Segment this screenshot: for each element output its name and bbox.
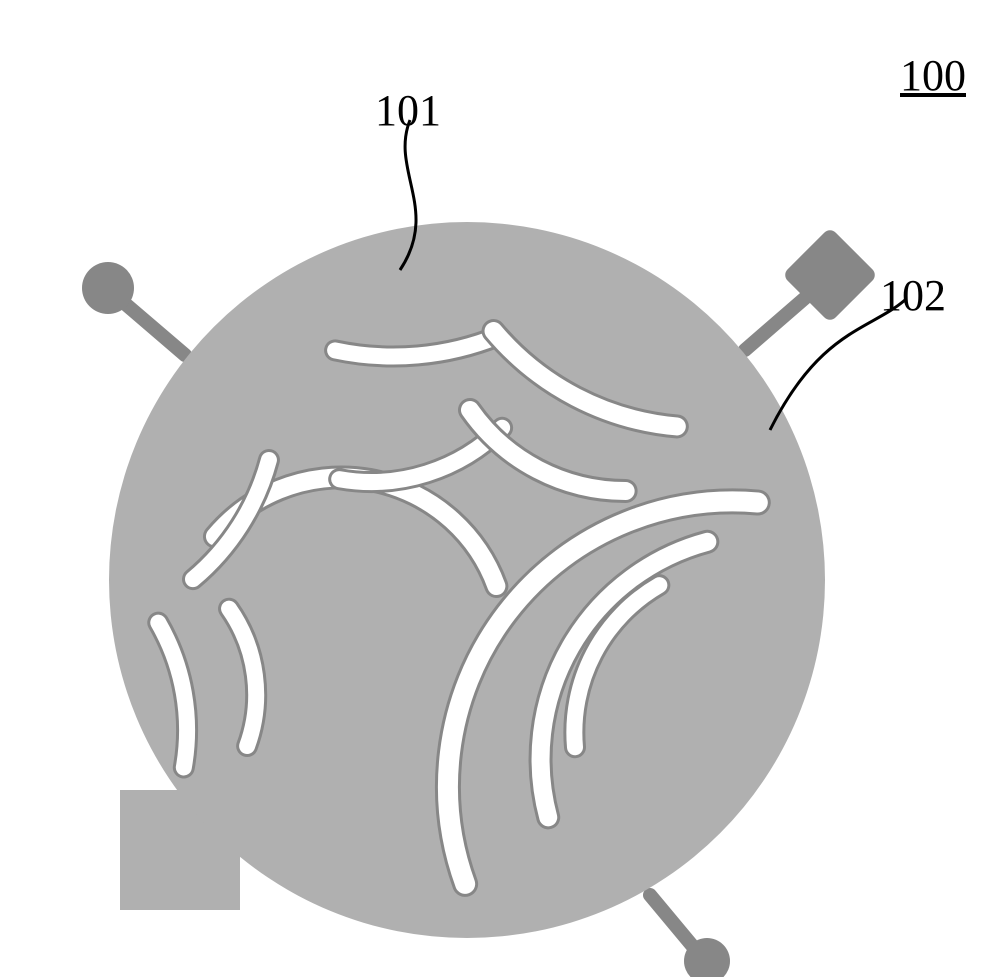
label-assembly: 100 bbox=[900, 50, 966, 101]
pin-top-left bbox=[82, 262, 185, 355]
diagram-canvas bbox=[0, 0, 1000, 977]
pin-bottom bbox=[650, 895, 730, 977]
label-part-102: 102 bbox=[880, 270, 946, 321]
main-disc bbox=[109, 222, 825, 938]
label-part-101: 101 bbox=[375, 85, 441, 136]
pin-top-right bbox=[745, 227, 878, 350]
